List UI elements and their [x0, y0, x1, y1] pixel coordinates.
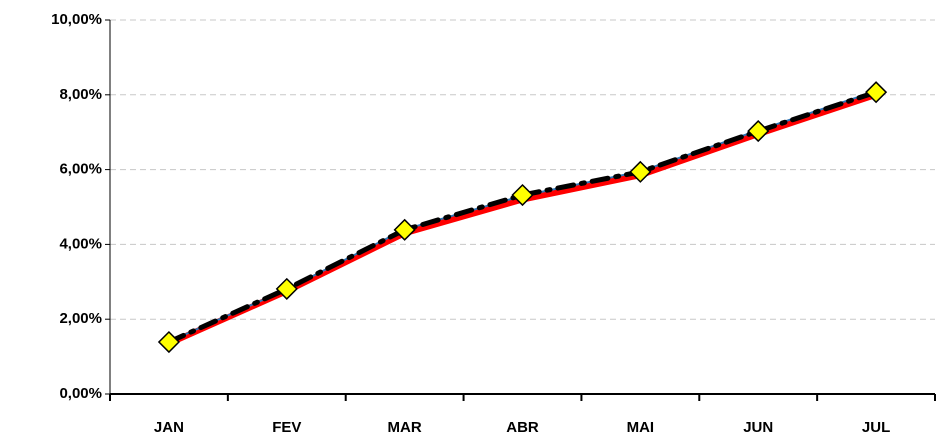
y-tick-label: 6,00%: [59, 161, 102, 178]
x-tick-label: JUN: [743, 419, 773, 436]
y-tick-label: 10,00%: [51, 11, 102, 28]
x-tick-label: JAN: [154, 419, 184, 436]
x-tick-label: MAR: [388, 419, 422, 436]
x-tick-label: FEV: [272, 419, 301, 436]
marker: [629, 160, 652, 183]
y-tick-label: 8,00%: [59, 86, 102, 103]
x-tick-label: ABR: [506, 419, 539, 436]
marker: [393, 218, 416, 241]
series-line: [167, 91, 878, 347]
y-tick-label: 0,00%: [59, 385, 102, 402]
y-tick-label: 4,00%: [59, 235, 102, 252]
marker: [157, 330, 180, 354]
x-tick-label: JUL: [862, 419, 890, 436]
series-line: [166, 89, 879, 345]
marker: [865, 81, 888, 104]
marker: [511, 183, 534, 207]
x-tick-label: MAI: [627, 419, 655, 436]
marker: [275, 277, 298, 300]
marker: [747, 120, 770, 143]
y-tick-label: 2,00%: [59, 310, 102, 327]
